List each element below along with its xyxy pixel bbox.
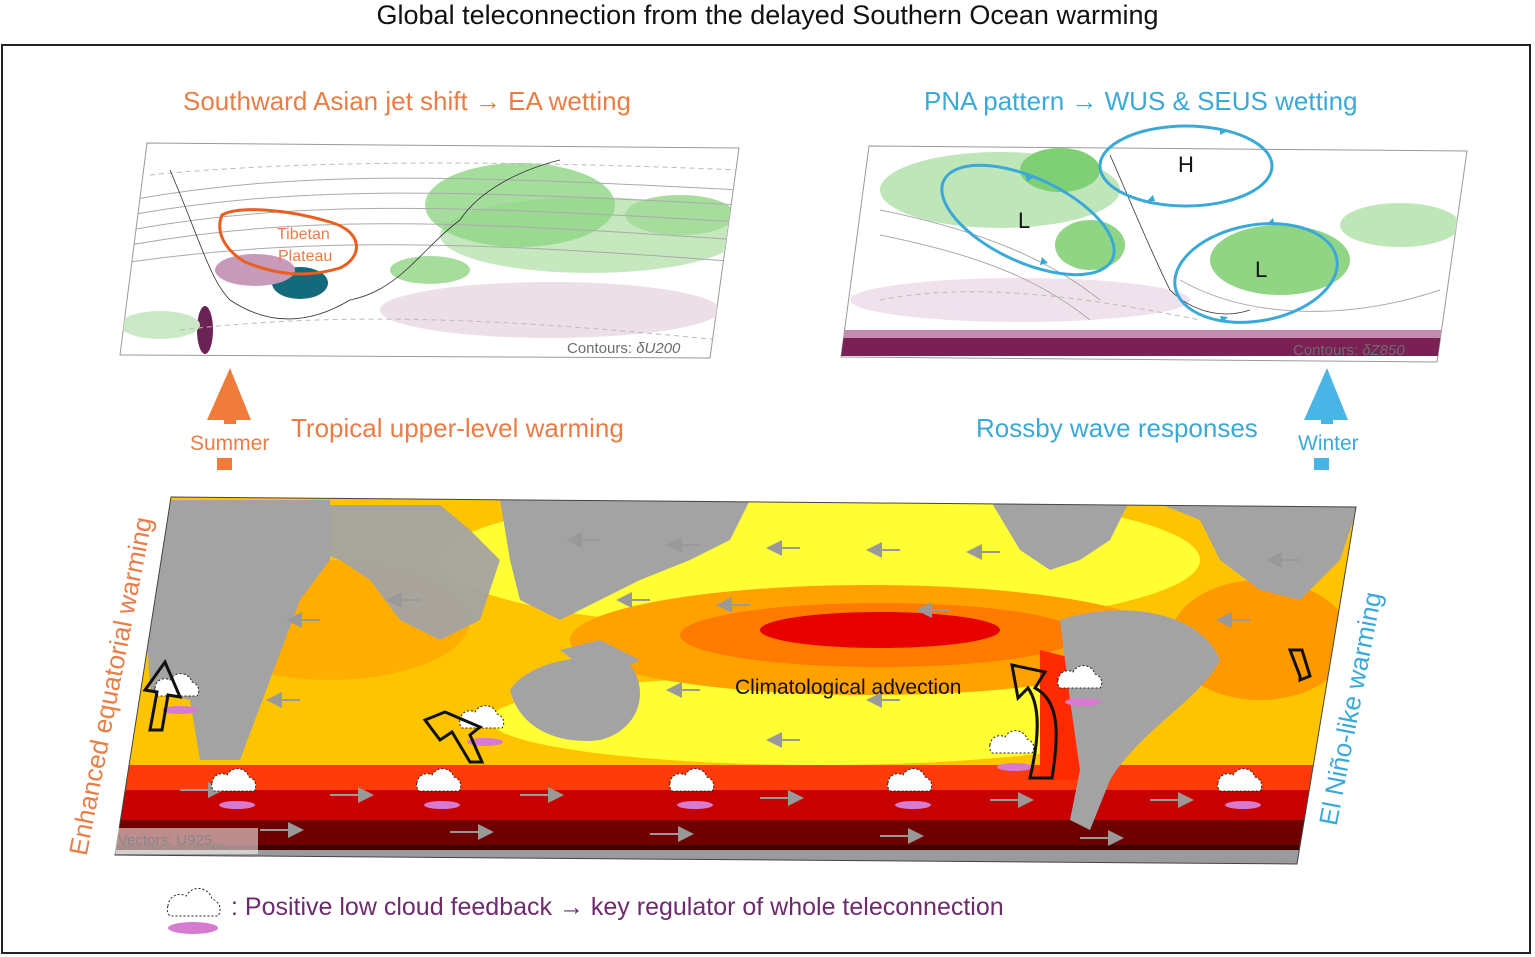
- winter-contours-note: Contours: δZ850: [1293, 342, 1405, 359]
- legend-text: : Positive low cloud feedback → key regu…: [231, 893, 1004, 921]
- winter-driver-text: Rossby wave responses: [976, 413, 1258, 443]
- winter-label: Winter: [1298, 432, 1359, 455]
- summer-label: Summer: [190, 432, 270, 455]
- figure-frame: [1, 44, 1531, 954]
- vectors-note: Vectors: U925CTL: [118, 832, 228, 851]
- summer-map: [119, 142, 740, 359]
- low-pressure-label-1: L: [1018, 208, 1031, 233]
- legend-cloud-icon: [166, 887, 221, 934]
- summer-heading: Southward Asian jet shift → EA wetting: [183, 86, 632, 116]
- advection-arrows: [142, 648, 1312, 780]
- summer-contours-note: Contours: δU200: [567, 340, 681, 357]
- advection-label: Climatological advection: [735, 676, 962, 699]
- winter-arrow: [1304, 368, 1348, 470]
- summer-driver-text: Tropical upper-level warming: [291, 413, 624, 443]
- winter-heading: PNA pattern → WUS & SEUS wetting: [924, 86, 1358, 116]
- tibetan-label: Tibetan: [277, 226, 330, 243]
- cloud-icons: [154, 665, 1263, 809]
- summer-arrow: [207, 368, 251, 470]
- page-title: Global teleconnection from the delayed S…: [376, 0, 1159, 30]
- low-pressure-label-2: L: [1255, 257, 1268, 282]
- winter-map: [840, 124, 1468, 363]
- high-pressure-label: H: [1178, 152, 1194, 177]
- plateau-label: Plateau: [278, 248, 333, 265]
- sst-map: [114, 496, 1357, 865]
